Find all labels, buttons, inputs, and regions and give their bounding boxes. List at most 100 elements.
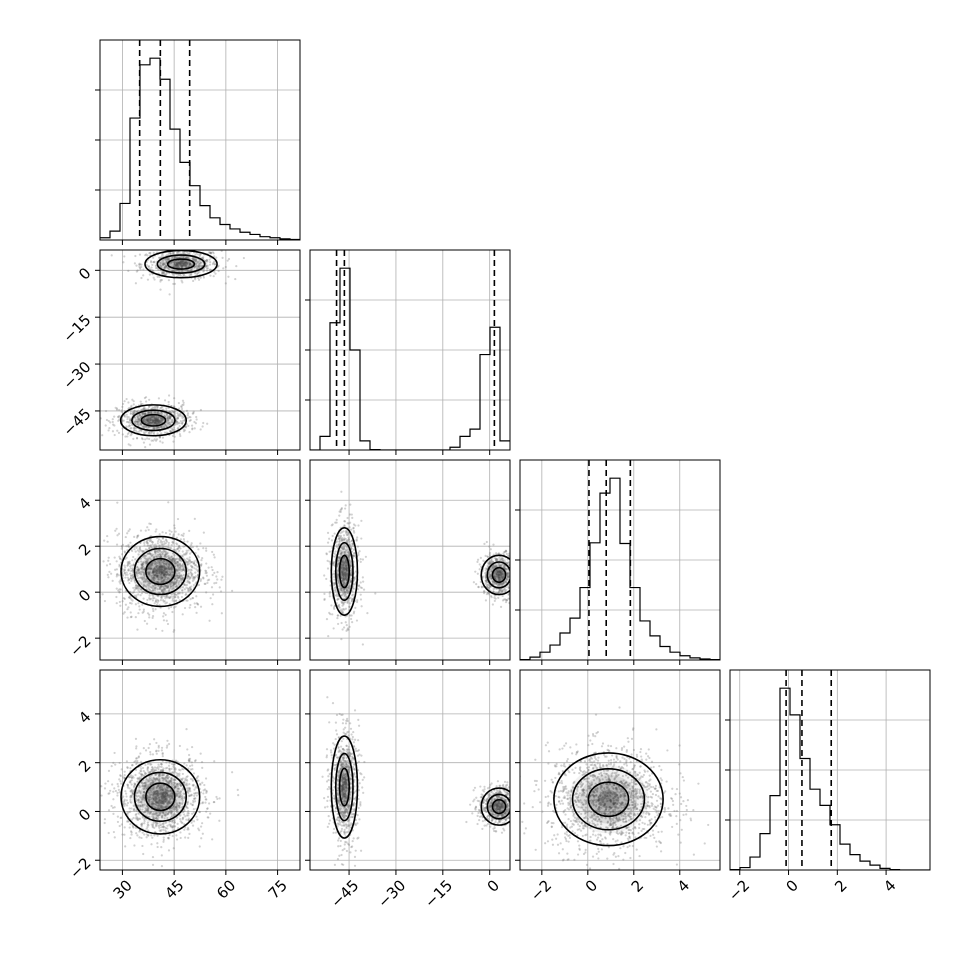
sample-dot bbox=[177, 407, 181, 410]
sample-dot bbox=[173, 527, 176, 530]
sample-dot bbox=[495, 558, 498, 562]
sample-dot bbox=[173, 821, 176, 824]
sample-dot bbox=[125, 571, 128, 574]
sample-dot bbox=[359, 593, 362, 596]
sample-dot bbox=[513, 570, 515, 572]
sample-dot bbox=[128, 810, 131, 814]
sample-dot bbox=[167, 415, 171, 418]
sample-dot bbox=[117, 589, 120, 592]
sample-dot bbox=[344, 561, 347, 564]
sample-dot bbox=[171, 581, 174, 584]
sample-dot bbox=[164, 567, 167, 570]
sample-dot bbox=[107, 419, 110, 423]
sample-dot bbox=[123, 572, 126, 575]
sample-dot bbox=[490, 557, 493, 561]
sample-dot bbox=[172, 540, 175, 544]
sample-dot bbox=[167, 589, 170, 592]
sample-dot bbox=[336, 598, 339, 601]
sample-dot bbox=[349, 562, 352, 565]
sample-dot bbox=[175, 803, 178, 806]
sample-dot bbox=[181, 281, 184, 284]
sample-dot bbox=[164, 806, 168, 809]
sample-dot bbox=[486, 564, 489, 568]
sample-dot bbox=[151, 422, 154, 425]
sample-dot bbox=[213, 582, 216, 585]
sample-dot bbox=[514, 567, 516, 569]
sample-dot bbox=[359, 598, 363, 601]
sample-dot bbox=[177, 421, 180, 425]
sample-dot bbox=[149, 565, 153, 568]
sample-dot bbox=[340, 588, 343, 591]
sample-dot bbox=[341, 564, 344, 567]
sample-dot bbox=[505, 550, 508, 553]
sample-dot bbox=[142, 573, 146, 577]
sample-dot bbox=[184, 584, 187, 587]
sample-dot bbox=[165, 619, 168, 622]
sample-dot bbox=[163, 266, 166, 269]
sample-dot bbox=[149, 770, 152, 773]
sample-dot bbox=[504, 568, 507, 571]
sample-dot bbox=[159, 261, 162, 265]
sample-dot bbox=[200, 256, 203, 259]
sample-dot bbox=[191, 561, 194, 564]
sample-dot bbox=[213, 760, 216, 763]
sample-dot bbox=[191, 579, 194, 582]
sample-dot bbox=[172, 630, 175, 633]
sample-dot bbox=[344, 507, 347, 510]
sample-dot bbox=[198, 254, 201, 258]
sample-dot bbox=[159, 265, 163, 268]
sample-dot bbox=[172, 763, 175, 766]
sample-dot bbox=[185, 553, 188, 556]
sample-dot bbox=[501, 558, 504, 562]
sample-dot bbox=[161, 272, 164, 275]
sample-dot bbox=[127, 568, 130, 571]
sample-dot bbox=[345, 567, 348, 570]
sample-dot bbox=[484, 582, 487, 585]
sample-dot bbox=[156, 581, 160, 584]
sample-dot bbox=[154, 550, 157, 554]
sample-dot bbox=[341, 536, 344, 540]
sample-dot bbox=[139, 529, 143, 532]
sample-dot bbox=[151, 541, 154, 544]
sample-dot bbox=[205, 267, 209, 270]
sample-dot bbox=[151, 543, 154, 546]
sample-dot bbox=[164, 794, 167, 797]
sample-dot bbox=[160, 580, 163, 583]
sample-dot bbox=[156, 581, 159, 584]
sample-dot bbox=[194, 759, 197, 762]
sample-dot bbox=[177, 256, 180, 259]
sample-dot bbox=[184, 255, 188, 259]
sample-dot bbox=[165, 779, 168, 783]
sample-dot bbox=[216, 571, 219, 574]
sample-dot bbox=[165, 584, 168, 587]
sample-dot bbox=[171, 256, 174, 259]
sample-dot bbox=[126, 564, 129, 567]
sample-dot bbox=[183, 264, 187, 267]
sample-dot bbox=[119, 604, 122, 607]
sample-dot bbox=[224, 282, 227, 285]
sample-dot bbox=[196, 272, 200, 275]
sample-dot bbox=[503, 598, 506, 601]
sample-dot bbox=[162, 615, 165, 618]
sample-dot bbox=[347, 628, 350, 631]
sample-dot bbox=[175, 599, 178, 602]
sample-dot bbox=[326, 531, 330, 535]
sample-dot bbox=[147, 567, 150, 570]
sample-dot bbox=[346, 573, 349, 576]
sample-dot bbox=[500, 557, 503, 560]
sample-dot bbox=[137, 577, 140, 580]
sample-dot bbox=[173, 435, 176, 438]
sample-dot bbox=[351, 542, 354, 545]
sample-dot bbox=[476, 560, 479, 563]
sample-dot bbox=[345, 561, 348, 564]
sample-dot bbox=[181, 260, 185, 263]
sample-dot bbox=[517, 577, 519, 579]
sample-dot bbox=[162, 545, 165, 548]
sample-dot bbox=[157, 778, 160, 782]
sample-dot bbox=[167, 555, 170, 558]
density-fill bbox=[167, 259, 195, 270]
sample-dot bbox=[495, 573, 498, 576]
sample-dot bbox=[512, 570, 514, 572]
sample-dot bbox=[136, 799, 139, 802]
sample-dot bbox=[115, 573, 119, 576]
